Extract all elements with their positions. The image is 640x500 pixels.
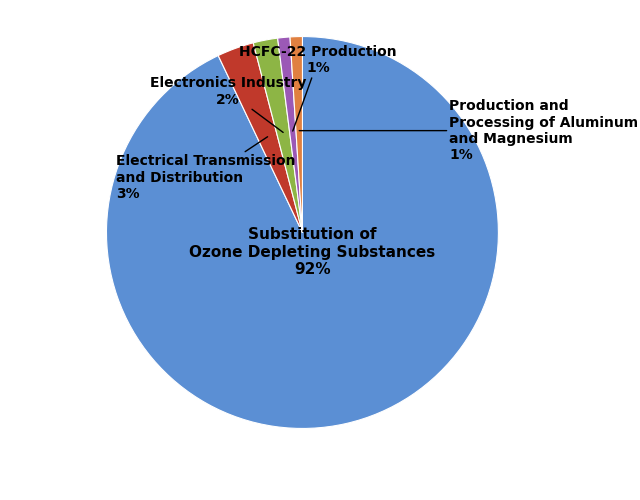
- Wedge shape: [218, 43, 303, 232]
- Text: HCFC-22 Production
1%: HCFC-22 Production 1%: [239, 45, 397, 131]
- Wedge shape: [106, 36, 499, 428]
- Text: Production and
Processing of Aluminum
and Magnesium
1%: Production and Processing of Aluminum an…: [300, 100, 639, 162]
- Text: Electrical Transmission
and Distribution
3%: Electrical Transmission and Distribution…: [116, 136, 296, 201]
- Wedge shape: [253, 38, 303, 232]
- Wedge shape: [290, 36, 303, 232]
- Text: Electronics Industry
2%: Electronics Industry 2%: [150, 76, 306, 132]
- Wedge shape: [278, 37, 303, 232]
- Text: Substitution of
Ozone Depleting Substances
92%: Substitution of Ozone Depleting Substanc…: [189, 227, 435, 277]
